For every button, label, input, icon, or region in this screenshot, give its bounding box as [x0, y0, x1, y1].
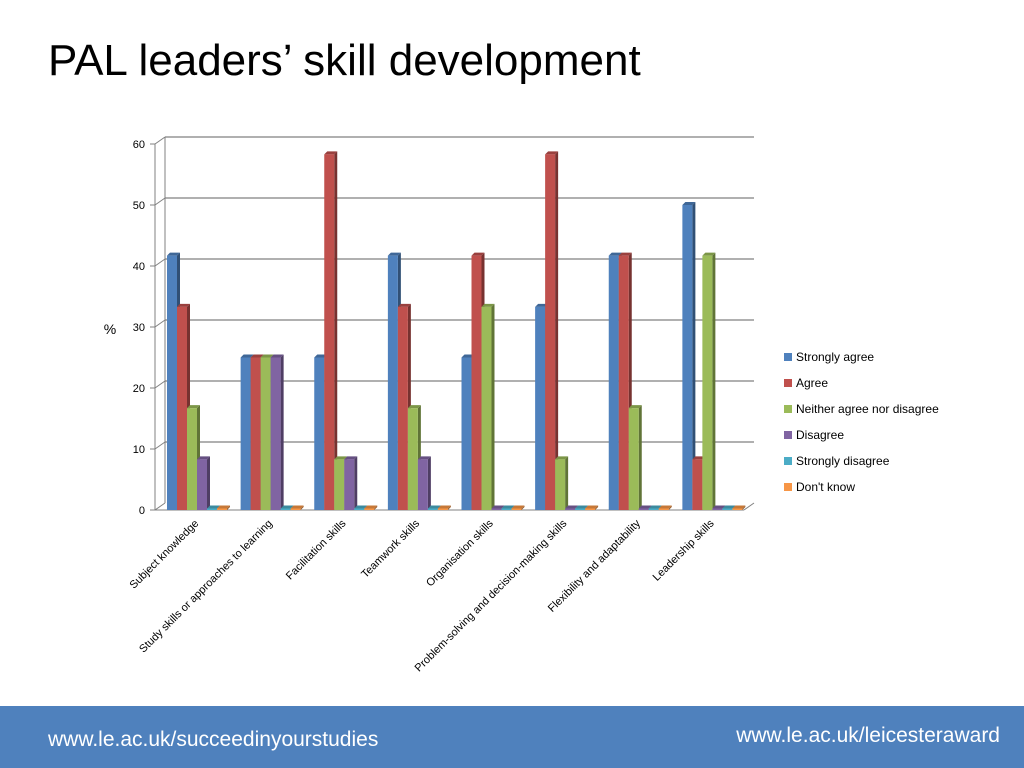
legend-label: Strongly disagree — [796, 454, 890, 468]
bar — [364, 505, 378, 510]
legend-swatch — [784, 353, 792, 361]
bar — [437, 505, 451, 510]
legend-item: Disagree — [784, 422, 939, 448]
footer-link-leicester-award[interactable]: www.le.ac.uk/leicesteraward — [736, 724, 1000, 747]
x-tick-label: Facilitation skills — [284, 517, 349, 582]
bar — [290, 505, 304, 510]
legend-label: Neither agree nor disagree — [796, 402, 939, 416]
x-tick-label: Subject knowledge — [128, 518, 202, 592]
bar — [732, 505, 746, 510]
footer-bar: www.le.ac.uk/succeedinyourstudies www.le… — [0, 706, 1024, 768]
legend-item: Neither agree nor disagree — [784, 396, 939, 422]
floor-edge — [154, 502, 166, 511]
legend-item: Agree — [784, 370, 939, 396]
x-tick-label: Leadership skills — [651, 517, 717, 583]
chart-legend: Strongly agree Agree Neither agree nor dis… — [784, 344, 939, 500]
bar — [555, 456, 569, 510]
legend-swatch — [784, 379, 792, 387]
legend-item: Don't know — [784, 474, 939, 500]
y-tick-label: 50 — [133, 200, 145, 212]
legend-item: Strongly disagree — [784, 448, 939, 474]
floor-edge-right — [743, 502, 755, 511]
bar — [585, 505, 599, 510]
y-tick-label: 0 — [139, 505, 145, 517]
bar — [658, 505, 672, 510]
gridline-side — [154, 136, 166, 145]
x-tick-label: Study skills or approaches to learning — [137, 518, 275, 656]
legend-label: Don't know — [796, 480, 855, 494]
legend-label: Agree — [796, 376, 829, 390]
bar — [511, 505, 525, 510]
legend-swatch — [784, 431, 792, 439]
y-tick-label: 60 — [133, 139, 145, 151]
bar — [628, 405, 642, 510]
bar — [344, 456, 358, 510]
footer-link-succeed[interactable]: www.le.ac.uk/succeedinyourstudies — [48, 728, 379, 751]
y-tick-label: 40 — [133, 261, 145, 273]
bar — [217, 505, 230, 510]
legend-swatch — [784, 405, 792, 413]
bar — [682, 202, 696, 510]
x-tick-label: Teamwork skills — [359, 517, 422, 580]
slide-title: PAL leaders’ skill development — [48, 36, 641, 85]
y-tick-label: 20 — [133, 383, 145, 395]
bar — [481, 303, 495, 510]
bar — [324, 151, 338, 510]
legend-swatch — [784, 483, 792, 491]
y-tick-label: 10 — [133, 444, 145, 456]
bar — [197, 456, 210, 510]
legend-label: Disagree — [796, 428, 845, 442]
gridline-side — [154, 319, 166, 328]
legend-label: Strongly agree — [796, 350, 875, 364]
y-axis-label: % — [104, 321, 116, 337]
bar — [270, 354, 284, 510]
legend-item: Strongly agree — [784, 344, 939, 370]
gridline-side — [154, 197, 166, 206]
gridline-side — [154, 380, 166, 389]
bar — [545, 151, 559, 510]
legend-swatch — [784, 457, 792, 465]
bar — [702, 252, 716, 510]
gridline-side — [154, 258, 166, 267]
bar — [417, 456, 431, 510]
x-tick-label: Problem-solving and decision-making skil… — [413, 517, 570, 674]
gridline-side — [154, 441, 166, 450]
x-tick-label: Organisation skills — [424, 517, 496, 589]
y-tick-label: 30 — [133, 322, 145, 334]
